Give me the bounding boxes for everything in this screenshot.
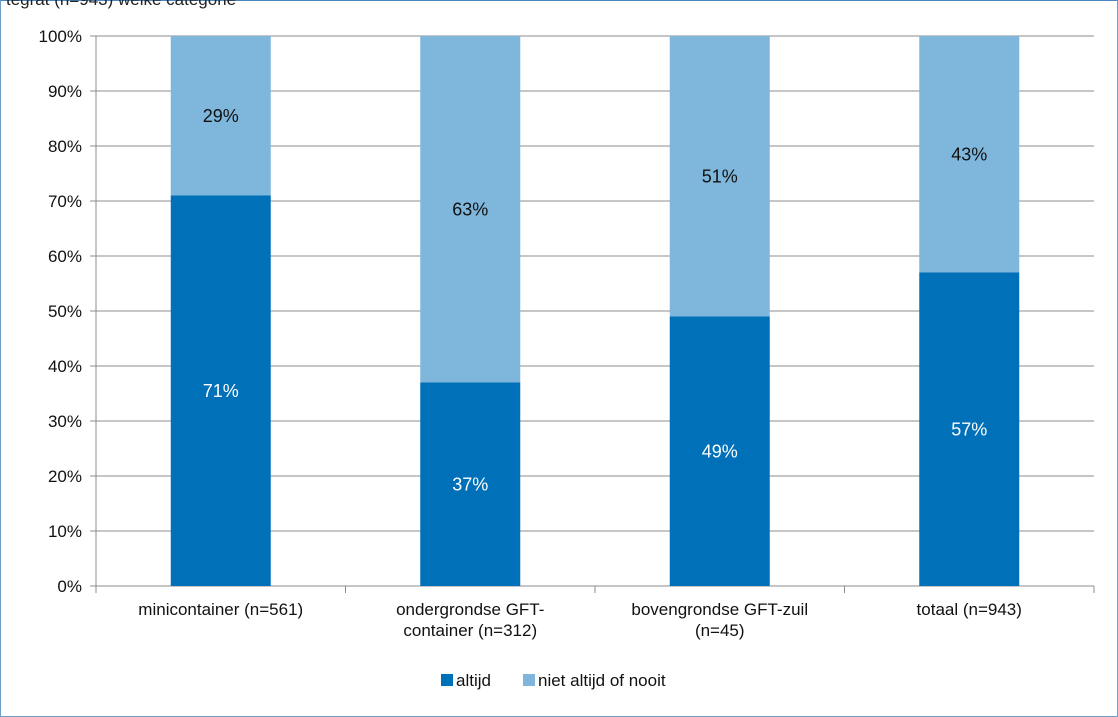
y-tick-label: 40% [48,357,82,376]
bar-niet-altijd-of-nooit [170,36,271,196]
legend-label: altijd [456,671,491,690]
data-label: 71% [203,381,239,401]
bar-niet-altijd-of-nooit [420,36,521,383]
legend-swatch-niet-altijd-of-nooit [523,674,535,686]
legend-label: niet altijd of nooit [538,671,666,690]
data-label: 37% [452,474,488,494]
y-tick-label: 60% [48,247,82,266]
y-tick-label: 80% [48,137,82,156]
bar-altijd [669,316,770,586]
y-tick-label: 70% [48,192,82,211]
legend-swatch-altijd [441,674,453,686]
bar-niet-altijd-of-nooit [919,36,1020,273]
data-label: 29% [203,106,239,126]
y-tick-label: 10% [48,522,82,541]
x-category-label: ondergrondse GFT- [396,600,544,619]
x-category-label: container (n=312) [403,621,537,640]
data-label: 49% [702,441,738,461]
chart-header-text: tegrat (n=943) welke categorie [6,0,236,9]
bar-altijd [919,272,1020,586]
x-category-label: totaal (n=943) [917,600,1022,619]
data-label: 51% [702,166,738,186]
data-label: 43% [951,144,987,164]
y-tick-label: 90% [48,82,82,101]
bar-niet-altijd-of-nooit [669,36,770,317]
x-category-label: (n=45) [695,621,745,640]
x-category-label: minicontainer (n=561) [138,600,303,619]
data-label: 63% [452,199,488,219]
y-tick-label: 0% [57,577,82,596]
y-tick-label: 100% [39,27,82,46]
y-tick-label: 50% [48,302,82,321]
bar-altijd [420,382,521,586]
data-label: 57% [951,419,987,439]
bar-altijd [170,195,271,586]
x-category-label: bovengrondse GFT-zuil [631,600,808,619]
y-tick-label: 30% [48,412,82,431]
y-tick-label: 20% [48,467,82,486]
